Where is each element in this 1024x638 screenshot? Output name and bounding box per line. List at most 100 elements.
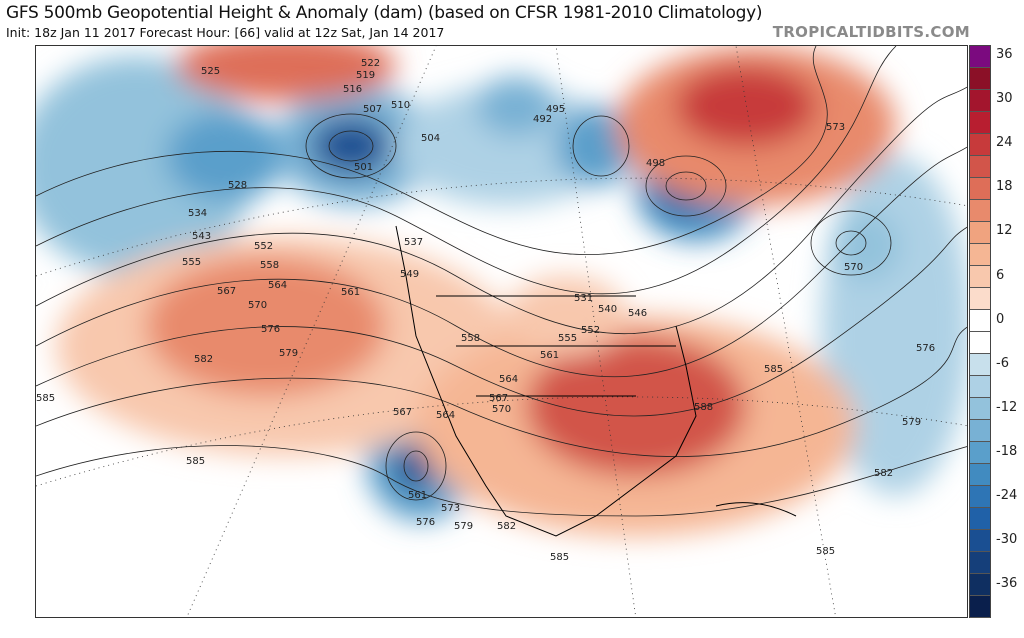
anomaly-field <box>36 46 967 617</box>
contour-label: 570 <box>492 404 512 415</box>
colorbar-tick-label: -36 <box>996 576 1018 592</box>
contour-label: 573 <box>441 503 461 514</box>
colorbar-segment <box>970 508 990 530</box>
colorbar-segment <box>970 244 990 266</box>
colorbar-segment <box>970 68 990 90</box>
colorbar-segment <box>970 442 990 464</box>
colorbar-tick-label: 0 <box>996 311 1005 327</box>
contour-label: 585 <box>764 364 784 375</box>
contour-label: 567 <box>489 393 509 404</box>
contour-label: 582 <box>194 354 214 365</box>
contour-label: 579 <box>454 521 474 532</box>
contour-label: 507 <box>363 104 383 115</box>
contour-label: 558 <box>260 260 280 271</box>
coastlines <box>395 225 797 537</box>
contour-label: 498 <box>646 158 666 169</box>
contour-label: 552 <box>581 325 601 336</box>
contour-label: 576 <box>416 517 436 528</box>
contour-label: 564 <box>268 280 288 291</box>
map-subtitle: Init: 18z Jan 11 2017 Forecast Hour: [66… <box>6 25 445 40</box>
colorbar-segment <box>970 156 990 178</box>
colorbar-tick-label: -18 <box>996 443 1018 459</box>
contour-label: 573 <box>826 122 846 133</box>
colorbar-segment <box>970 332 990 354</box>
colorbar-segment <box>970 420 990 442</box>
contour-label: 504 <box>421 133 441 144</box>
contour-label: 585 <box>816 546 836 557</box>
contour-label: 555 <box>182 257 202 268</box>
colorbar-segment <box>970 574 990 596</box>
colorbar-tick-label: -6 <box>996 355 1009 371</box>
lat-lon-grid <box>36 46 967 617</box>
colorbar-segment <box>970 310 990 332</box>
colorbar-segment <box>970 596 990 618</box>
contour-label: 537 <box>404 237 424 248</box>
contour-label: 528 <box>228 180 248 191</box>
contour-label: 552 <box>254 241 274 252</box>
anomaly-shading <box>36 46 967 536</box>
contour-label: 576 <box>261 324 281 335</box>
contour-label: 495 <box>546 104 566 115</box>
colorbar-tick-label: -30 <box>996 532 1018 548</box>
brand-watermark: TROPICALTIDBITS.COM <box>772 23 970 41</box>
contour-label: 570 <box>844 262 864 273</box>
colorbar-segment <box>970 112 990 134</box>
contour-label: 564 <box>436 410 456 421</box>
contour-label: 540 <box>598 304 618 315</box>
contour-label: 561 <box>540 350 560 361</box>
contour-label: 531 <box>574 293 594 304</box>
contour-label: 516 <box>343 84 363 95</box>
colorbar-tick-label: 12 <box>996 223 1013 239</box>
colorbar-segment <box>970 134 990 156</box>
contour-label: 582 <box>497 521 517 532</box>
colorbar-segment <box>970 200 990 222</box>
contour-label: 561 <box>341 287 361 298</box>
colorbar-segment <box>970 222 990 244</box>
contour-label: 585 <box>550 552 570 563</box>
colorbar-segment <box>970 354 990 376</box>
contour-label: 564 <box>499 374 519 385</box>
colorbar-tick-label: -12 <box>996 399 1018 415</box>
contour-label: 549 <box>400 269 420 280</box>
colorbar-segment <box>970 398 990 420</box>
colorbar-tick-label: 36 <box>996 47 1013 62</box>
colorbar-segment <box>970 376 990 398</box>
contour-label: 585 <box>36 393 56 404</box>
contour-label: 543 <box>192 231 212 242</box>
colorbar-segment <box>970 464 990 486</box>
contour-label: 522 <box>361 58 381 69</box>
anomaly-colorbar <box>969 45 991 618</box>
geopotential-map: 525 522 519 516 507 510 504 501 495 492 … <box>35 45 968 618</box>
contour-label: 582 <box>874 468 894 479</box>
colorbar-segment <box>970 46 990 68</box>
contour-label: 534 <box>188 208 208 219</box>
colorbar-segment <box>970 178 990 200</box>
map-title: GFS 500mb Geopotential Height & Anomaly … <box>6 3 763 23</box>
colorbar-tick-label: -24 <box>996 488 1018 503</box>
colorbar-segment <box>970 552 990 574</box>
contour-label: 510 <box>391 100 411 111</box>
contour-label: 519 <box>356 70 376 81</box>
colorbar-segment <box>970 530 990 552</box>
colorbar-segment <box>970 90 990 112</box>
colorbar-segment <box>970 288 990 310</box>
colorbar-segment <box>970 266 990 288</box>
contour-label: 588 <box>694 402 714 413</box>
contour-label: 546 <box>628 308 648 319</box>
contour-label: 501 <box>354 162 374 173</box>
contour-label: 555 <box>558 333 578 344</box>
contour-label: 561 <box>408 490 428 501</box>
contour-label: 585 <box>186 456 206 467</box>
contour-label: 558 <box>461 333 481 344</box>
colorbar-tick-label: 6 <box>996 267 1005 283</box>
contour-label: 525 <box>201 66 221 77</box>
colorbar-tick-label: 24 <box>996 135 1013 151</box>
contour-label: 579 <box>902 417 922 428</box>
contour-label: 570 <box>248 300 268 311</box>
colorbar-tick-label: 30 <box>996 91 1013 107</box>
height-contours <box>36 46 967 517</box>
contour-label: 492 <box>533 114 553 125</box>
contour-label: 576 <box>916 343 936 354</box>
contour-label: 567 <box>393 407 413 418</box>
colorbar-tick-label: 18 <box>996 179 1013 195</box>
